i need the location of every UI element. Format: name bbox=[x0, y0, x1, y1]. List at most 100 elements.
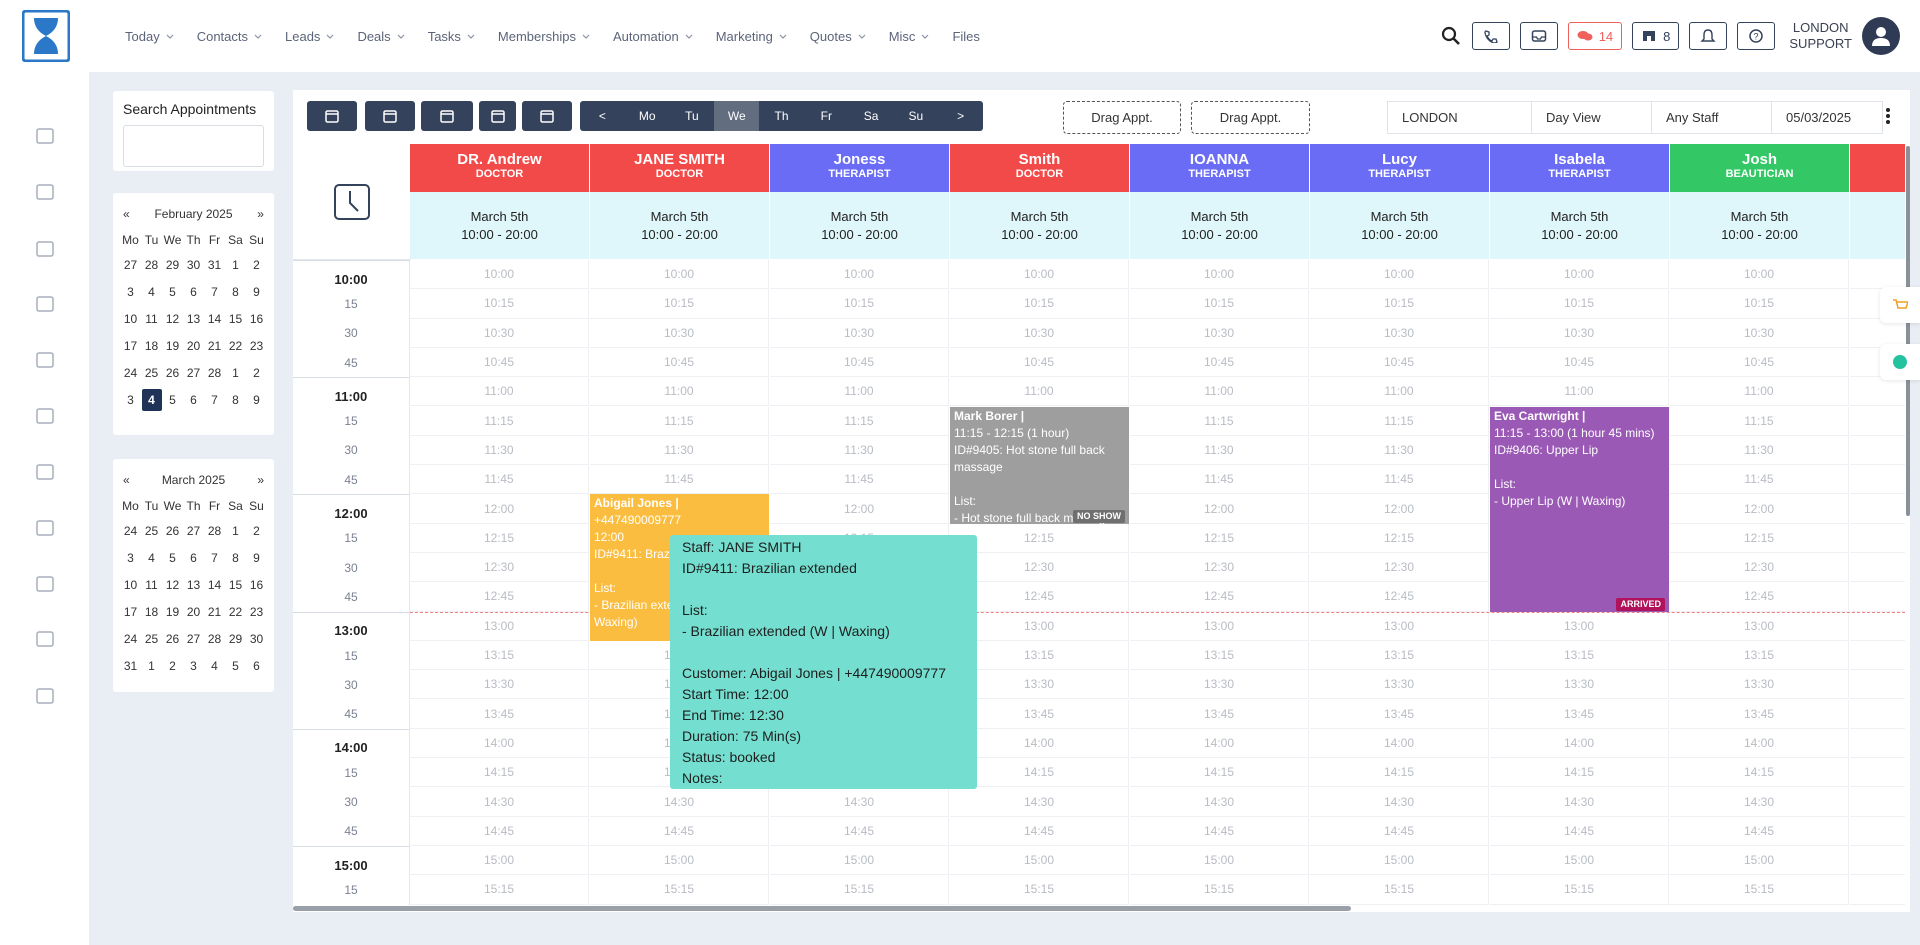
day-button[interactable]: Th bbox=[774, 109, 789, 123]
drag-appointment[interactable]: Drag Appt. bbox=[1191, 101, 1310, 134]
time-slot[interactable]: 14:00 bbox=[950, 728, 1129, 759]
day-cell[interactable]: 21 bbox=[204, 332, 225, 359]
horizontal-scrollbar[interactable] bbox=[293, 906, 1351, 911]
time-slot[interactable] bbox=[1850, 729, 1905, 759]
time-slot[interactable]: 10:00 bbox=[950, 260, 1129, 290]
time-slot[interactable]: 12:45 bbox=[950, 582, 1129, 612]
time-slot[interactable]: 14:45 bbox=[410, 816, 589, 846]
nav-item[interactable]: Deals bbox=[357, 26, 405, 46]
day-cell[interactable]: 5 bbox=[225, 652, 246, 679]
day-cell[interactable]: 16 bbox=[246, 305, 267, 332]
time-slot[interactable]: 11:45 bbox=[590, 465, 769, 495]
time-slot[interactable]: 14:15 bbox=[1130, 758, 1309, 788]
day-cell[interactable]: 20 bbox=[183, 332, 204, 359]
day-cell[interactable]: 4 bbox=[141, 544, 162, 571]
time-slot[interactable]: 14:30 bbox=[1670, 787, 1849, 817]
day-button[interactable]: Mo bbox=[638, 109, 656, 123]
time-slot[interactable]: 14:45 bbox=[1670, 816, 1849, 846]
time-slot[interactable]: 12:30 bbox=[950, 553, 1129, 583]
time-slot[interactable]: 12:15 bbox=[1310, 523, 1489, 553]
time-slot[interactable] bbox=[1850, 641, 1905, 671]
help-button[interactable]: ? bbox=[1737, 22, 1776, 50]
time-slot[interactable]: 10:30 bbox=[410, 318, 589, 348]
time-slot[interactable]: 15:15 bbox=[1490, 875, 1669, 905]
day-cell[interactable]: 22 bbox=[225, 332, 246, 359]
time-slot[interactable]: 15:00 bbox=[1310, 846, 1489, 876]
time-slot[interactable] bbox=[1850, 875, 1905, 905]
nav-item[interactable]: Files bbox=[952, 26, 979, 46]
time-slot[interactable]: 13:00 bbox=[950, 611, 1129, 641]
time-slot[interactable] bbox=[1850, 553, 1905, 583]
time-slot[interactable]: 11:30 bbox=[410, 435, 589, 466]
time-slot[interactable]: 14:45 bbox=[590, 816, 769, 846]
time-slot[interactable]: 12:00 bbox=[410, 494, 589, 524]
time-slot[interactable]: 13:00 bbox=[1310, 611, 1489, 641]
time-slot[interactable]: 12:00 bbox=[1310, 494, 1489, 524]
day-cell[interactable]: 26 bbox=[162, 517, 183, 544]
time-slot[interactable]: 10:45 bbox=[410, 347, 589, 378]
day-cell[interactable]: 8 bbox=[225, 544, 246, 571]
time-slot[interactable] bbox=[1850, 758, 1905, 788]
day-cell[interactable]: 23 bbox=[246, 332, 267, 359]
staff-header[interactable]: Isabela THERAPIST bbox=[1490, 144, 1669, 192]
time-slot[interactable]: 13:00 bbox=[1670, 611, 1849, 641]
time-slot[interactable]: 14:30 bbox=[1310, 787, 1489, 817]
time-slot[interactable]: 13:30 bbox=[1310, 670, 1489, 700]
time-slot[interactable]: 14:00 bbox=[1130, 728, 1309, 759]
search-input[interactable] bbox=[123, 125, 264, 167]
time-slot[interactable]: 13:30 bbox=[1670, 670, 1849, 700]
time-slot[interactable]: 13:15 bbox=[410, 640, 589, 671]
time-slot[interactable]: 10:00 bbox=[410, 260, 589, 290]
time-slot[interactable]: 13:45 bbox=[1310, 699, 1489, 729]
time-slot[interactable]: 12:00 bbox=[1130, 494, 1309, 524]
day-cell[interactable]: 27 bbox=[120, 251, 141, 278]
day-cell[interactable]: 6 bbox=[183, 278, 204, 305]
time-slot[interactable]: 14:00 bbox=[410, 728, 589, 759]
day-cell[interactable]: 2 bbox=[246, 517, 267, 544]
time-slot[interactable] bbox=[1850, 612, 1905, 641]
time-slot[interactable]: 11:00 bbox=[1310, 377, 1489, 407]
time-slot[interactable]: 12:30 bbox=[410, 553, 589, 583]
time-slot[interactable]: 10:45 bbox=[1670, 347, 1849, 378]
day-cell[interactable]: 18 bbox=[141, 332, 162, 359]
time-slot[interactable]: 11:15 bbox=[1670, 406, 1849, 436]
time-slot[interactable]: 11:00 bbox=[410, 377, 589, 407]
time-slot[interactable]: 10:30 bbox=[1130, 318, 1309, 348]
nav-item[interactable]: Misc bbox=[889, 26, 931, 46]
time-slot[interactable]: 10:30 bbox=[950, 318, 1129, 348]
time-slot[interactable]: 15:15 bbox=[950, 875, 1129, 905]
day-cell[interactable]: 3 bbox=[120, 386, 141, 413]
time-slot[interactable]: 14:45 bbox=[1130, 816, 1309, 846]
time-slot[interactable] bbox=[1850, 377, 1905, 407]
next-month[interactable]: » bbox=[257, 207, 264, 221]
day-cell[interactable]: 12 bbox=[162, 305, 183, 332]
time-slot[interactable]: 11:00 bbox=[590, 377, 769, 407]
time-slot[interactable]: 12:30 bbox=[1670, 553, 1849, 583]
day-cell[interactable]: 15 bbox=[225, 305, 246, 332]
time-slot[interactable]: 10:45 bbox=[1130, 347, 1309, 378]
day-cell[interactable]: 30 bbox=[246, 625, 267, 652]
date-select[interactable]: 05/03/2025 bbox=[1771, 101, 1883, 134]
time-slot[interactable]: 13:15 bbox=[1310, 640, 1489, 671]
time-slot[interactable]: 14:00 bbox=[1670, 728, 1849, 759]
day-button[interactable]: Sa bbox=[863, 109, 879, 123]
day-cell[interactable]: 5 bbox=[162, 278, 183, 305]
toolbar-button[interactable] bbox=[307, 101, 357, 131]
time-slot[interactable]: 13:15 bbox=[1130, 640, 1309, 671]
day-cell[interactable]: 8 bbox=[225, 278, 246, 305]
time-slot[interactable]: 12:45 bbox=[410, 582, 589, 612]
time-slot[interactable]: 11:15 bbox=[410, 406, 589, 436]
time-slot[interactable]: 14:30 bbox=[770, 787, 949, 817]
nav-item[interactable]: Quotes bbox=[810, 26, 867, 46]
day-button[interactable]: > bbox=[957, 109, 965, 123]
time-slot[interactable]: 10:30 bbox=[770, 318, 949, 348]
day-cell[interactable]: 27 bbox=[183, 517, 204, 544]
day-cell[interactable]: 10 bbox=[120, 571, 141, 598]
day-cell[interactable]: 1 bbox=[141, 652, 162, 679]
time-slot[interactable]: 15:00 bbox=[950, 846, 1129, 876]
time-slot[interactable]: 10:15 bbox=[1310, 289, 1489, 319]
toolbar-button[interactable] bbox=[365, 101, 415, 131]
sidebar-icon[interactable] bbox=[35, 686, 55, 706]
day-button[interactable]: Tu bbox=[685, 109, 699, 123]
chat-button[interactable]: 14 bbox=[1567, 22, 1623, 50]
